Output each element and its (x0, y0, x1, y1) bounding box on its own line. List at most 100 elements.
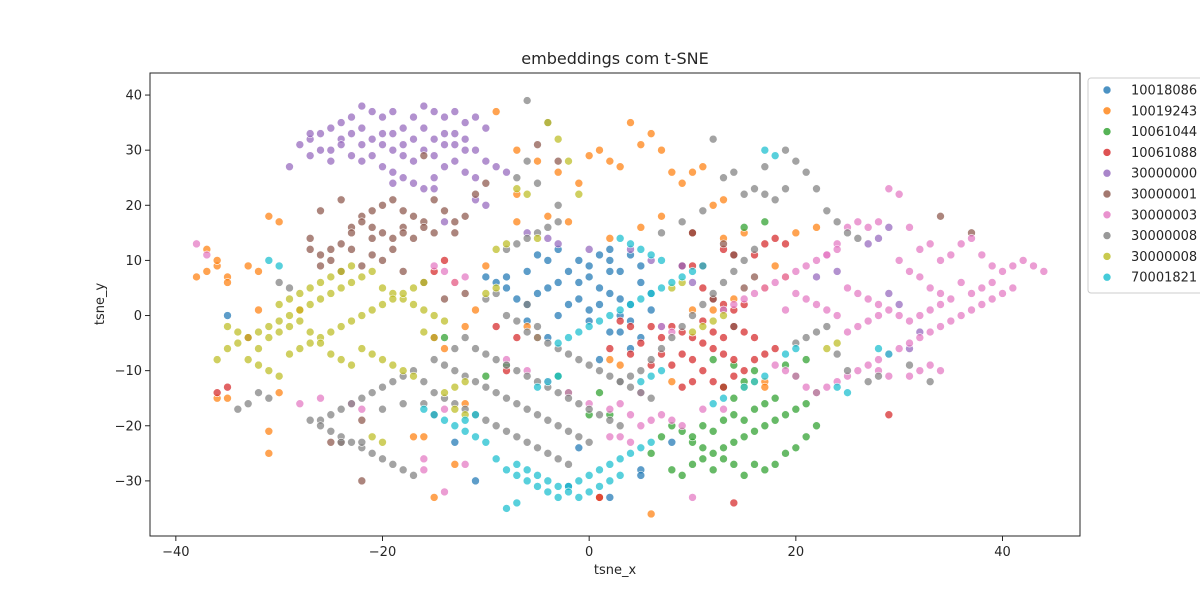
scatter-point (863, 294, 873, 304)
scatter-point (1018, 256, 1028, 265)
scatter-point (781, 272, 790, 282)
scatter-point (378, 228, 387, 238)
scatter-point (977, 283, 987, 293)
scatter-point (657, 283, 666, 293)
scatter-point (316, 250, 325, 260)
scatter-point (739, 294, 749, 304)
scatter-point (378, 283, 387, 293)
scatter-point (646, 509, 656, 519)
scatter-point (698, 162, 708, 172)
scatter-point (688, 267, 697, 276)
points-layer (192, 96, 1049, 519)
y-tick-label: 40 (125, 89, 142, 104)
scatter-point (460, 333, 470, 342)
scatter-point (729, 250, 739, 260)
scatter-point (894, 189, 904, 199)
scatter-point (305, 327, 315, 337)
scatter-point (626, 349, 635, 359)
scatter-point (543, 476, 553, 486)
scatter-point (502, 393, 511, 403)
scatter-point (646, 449, 656, 458)
scatter-point (388, 460, 398, 469)
scatter-point (481, 349, 491, 359)
scatter-point (698, 206, 708, 216)
scatter-point (502, 167, 511, 177)
scatter-point (274, 388, 284, 397)
scatter-point (894, 311, 904, 320)
scatter-point (533, 333, 542, 342)
y-tick-label: −10 (115, 364, 142, 379)
scatter-point (398, 465, 408, 475)
scatter-point (460, 118, 470, 127)
scatter-point (564, 333, 573, 342)
scatter-point (460, 426, 470, 436)
scatter-point (533, 382, 542, 392)
scatter-point (646, 355, 656, 364)
scatter-point (388, 107, 398, 116)
scatter-point (801, 333, 811, 342)
scatter-point (326, 145, 336, 155)
scatter-point (440, 333, 449, 342)
scatter-point (605, 476, 615, 486)
scatter-point (998, 267, 1007, 276)
scatter-point (636, 366, 646, 375)
y-tick-label: −30 (115, 474, 142, 489)
scatter-point (781, 184, 790, 194)
scatter-point (781, 366, 790, 375)
scatter-point (925, 283, 935, 293)
scatter-point (336, 283, 346, 293)
scatter-point (946, 294, 956, 304)
scatter-point (605, 256, 615, 265)
scatter-point (708, 134, 718, 144)
scatter-point (254, 388, 263, 397)
scatter-point (440, 415, 449, 425)
legend-marker (1102, 252, 1112, 261)
scatter-point (347, 278, 356, 287)
y-tick-label: −20 (115, 419, 142, 434)
scatter-point (657, 256, 666, 265)
scatter-point (460, 145, 470, 155)
scatter-point (378, 162, 387, 172)
scatter-point (791, 156, 801, 166)
scatter-point (223, 344, 232, 353)
scatter-point (719, 278, 728, 287)
scatter-point (884, 289, 894, 298)
scatter-point (584, 322, 594, 331)
scatter-point (223, 382, 232, 392)
scatter-point (584, 245, 594, 254)
legend-label: 10019243 (1131, 104, 1197, 119)
scatter-point (987, 278, 997, 287)
scatter-point (843, 228, 852, 238)
scatter-point (378, 256, 387, 265)
scatter-point (543, 377, 553, 386)
scatter-point (243, 333, 253, 342)
scatter-point (574, 443, 584, 453)
scatter-point (347, 399, 356, 409)
scatter-point (956, 278, 966, 287)
scatter-point (739, 223, 749, 232)
scatter-point (708, 465, 718, 475)
scatter-point (522, 404, 532, 414)
scatter-point (440, 267, 449, 276)
scatter-point (264, 212, 274, 221)
scatter-point (760, 189, 770, 199)
scatter-point (925, 327, 935, 337)
scatter-point (326, 327, 336, 337)
scatter-point (388, 195, 398, 205)
scatter-point (419, 101, 429, 111)
scatter-point (956, 311, 966, 320)
scatter-point (233, 327, 243, 337)
scatter-point (285, 162, 294, 172)
scatter-point (677, 421, 687, 431)
scatter-point (781, 349, 790, 359)
scatter-point (584, 151, 594, 160)
legend-label: 10061088 (1131, 146, 1197, 161)
scatter-point (719, 382, 728, 392)
legend-marker (1102, 231, 1112, 240)
scatter-point (615, 360, 625, 370)
scatter-point (326, 245, 336, 254)
scatter-point (440, 129, 449, 138)
scatter-point (646, 289, 656, 298)
scatter-point (874, 234, 883, 243)
scatter-point (967, 305, 976, 315)
